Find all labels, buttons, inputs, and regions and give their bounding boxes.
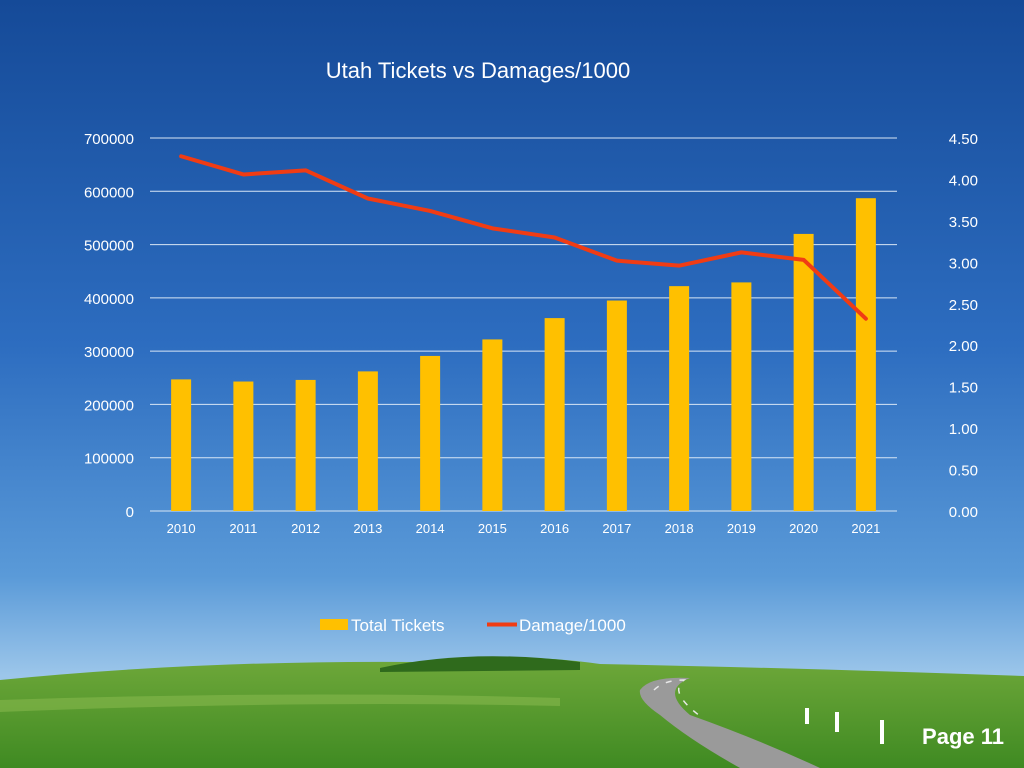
left-tick-label: 700000 [84,131,134,148]
chart-title: Utah Tickets vs Damages/1000 [326,58,630,83]
right-tick-label: 1.00 [949,421,978,438]
x-tick-label: 2019 [727,521,756,536]
bar-total-tickets [171,379,192,511]
bar-total-tickets [420,355,441,511]
left-tick-label: 300000 [84,344,134,361]
left-tick-label: 600000 [84,184,134,201]
x-tick-label: 2020 [789,521,818,536]
bar-series [171,198,876,511]
left-tick-label: 0 [126,504,134,521]
x-tick-label: 2010 [167,521,196,536]
legend-swatch-bar [320,619,348,630]
legend-label-line: Damage/1000 [519,616,626,635]
right-axis-labels: 0.00 0.50 1.00 1.50 2.00 2.50 3.00 3.50 4.00 4.50 [949,131,978,521]
bar-total-tickets [731,282,752,511]
legend-label-bar: Total Tickets [351,616,445,635]
bar-total-tickets [482,339,503,511]
right-tick-label: 2.50 [949,297,978,314]
x-tick-label: 2011 [229,521,257,536]
bar-total-tickets [295,379,316,511]
page-number: Page 11 [922,724,1004,749]
right-tick-label: 3.50 [949,214,978,231]
legend: Total Tickets Damage/1000 [320,616,626,635]
right-tick-label: 3.00 [949,255,978,272]
bar-total-tickets [606,300,627,511]
x-tick-label: 2015 [478,521,507,536]
bar-total-tickets [357,371,378,511]
line-series [179,154,868,321]
x-tick-label: 2017 [602,521,631,536]
bar-total-tickets [544,318,565,511]
right-tick-label: 0.50 [949,463,978,480]
right-tick-label: 2.00 [949,338,978,355]
x-tick-label: 2016 [540,521,569,536]
x-tick-label: 2021 [851,521,880,536]
x-tick-label: 2018 [665,521,694,536]
right-tick-label: 4.50 [949,131,978,148]
left-tick-label: 500000 [84,238,134,255]
line-damage-per-1000 [179,154,868,321]
x-tick-label: 2013 [353,521,382,536]
left-tick-label: 200000 [84,397,134,414]
right-tick-label: 4.00 [949,172,978,189]
left-tick-label: 400000 [84,291,134,308]
bar-total-tickets [793,233,814,511]
x-tick-label: 2014 [416,521,445,536]
right-tick-label: 1.50 [949,380,978,397]
right-tick-label: 0.00 [949,504,978,521]
x-tick-label: 2012 [291,521,320,536]
left-axis-labels: 0 100000 200000 300000 400000 500000 600000 700… [84,131,134,521]
bar-total-tickets [669,286,690,511]
bar-total-tickets [233,381,254,511]
bar-total-tickets [855,198,876,511]
x-axis-labels: 2010 2011 2012 2013 2014 2015 2016 2017 2018 2019… [167,521,881,536]
left-tick-label: 100000 [84,451,134,468]
gridlines [150,137,897,512]
